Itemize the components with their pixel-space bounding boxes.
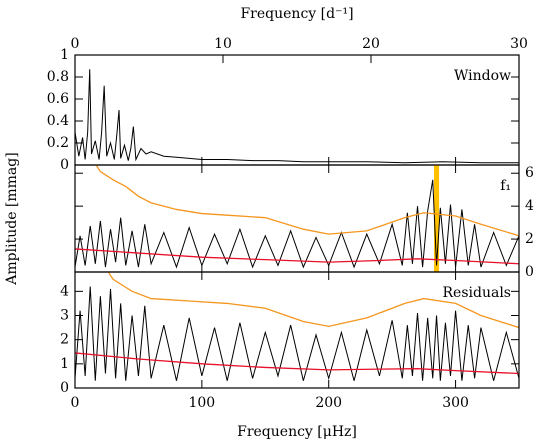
series-line [75,352,519,375]
y-tick-label: 4 [60,283,69,299]
series-line [75,286,519,381]
y-tick-label: 6 [525,165,534,181]
x2-tick-label: 20 [362,36,380,52]
x-tick-label: 100 [188,395,215,411]
y-tick-label: 0.6 [47,91,69,107]
x2-tick-label: 0 [71,36,80,52]
plot-area [75,272,519,381]
series-line [75,69,519,164]
y-tick-label: 2 [525,231,534,247]
y-tick-label: 0.2 [47,135,69,151]
plot-area [75,165,519,272]
x-axis-label: Frequency [μHz] [237,424,357,440]
x-tick-label: 300 [442,395,469,411]
y-tick-label: 3 [60,308,69,324]
frame [74,271,520,389]
plot-area [75,69,519,164]
y-tick-label: 0 [525,264,534,280]
frame [74,164,520,273]
y-tick-label: 0 [60,380,69,396]
x-tick-label: 200 [315,395,342,411]
x2-axis-label: Frequency [d⁻¹] [240,6,353,22]
y-tick-label: 1 [60,356,69,372]
panel-label: Residuals [443,285,511,301]
y-tick-label: 0.4 [47,113,69,129]
series-line [107,272,519,329]
x2-tick-label: 10 [214,36,232,52]
y-tick-label: 2 [60,332,69,348]
series-line [75,248,519,265]
series-line [95,165,519,237]
x2-tick-label: 30 [510,36,528,52]
y-tick-label: 4 [525,198,534,214]
series-line [75,179,519,269]
y-tick-label: 1 [60,47,69,63]
panel-label: f₁ [500,178,511,194]
x-tick-label: 0 [71,395,80,411]
y-axis-label: Amplitude [mmag] [4,152,20,285]
y-tick-label: 0 [60,157,69,173]
highlight-band [434,165,440,272]
y-tick-label: 0.8 [47,69,69,85]
panel-label: Window [454,68,511,84]
